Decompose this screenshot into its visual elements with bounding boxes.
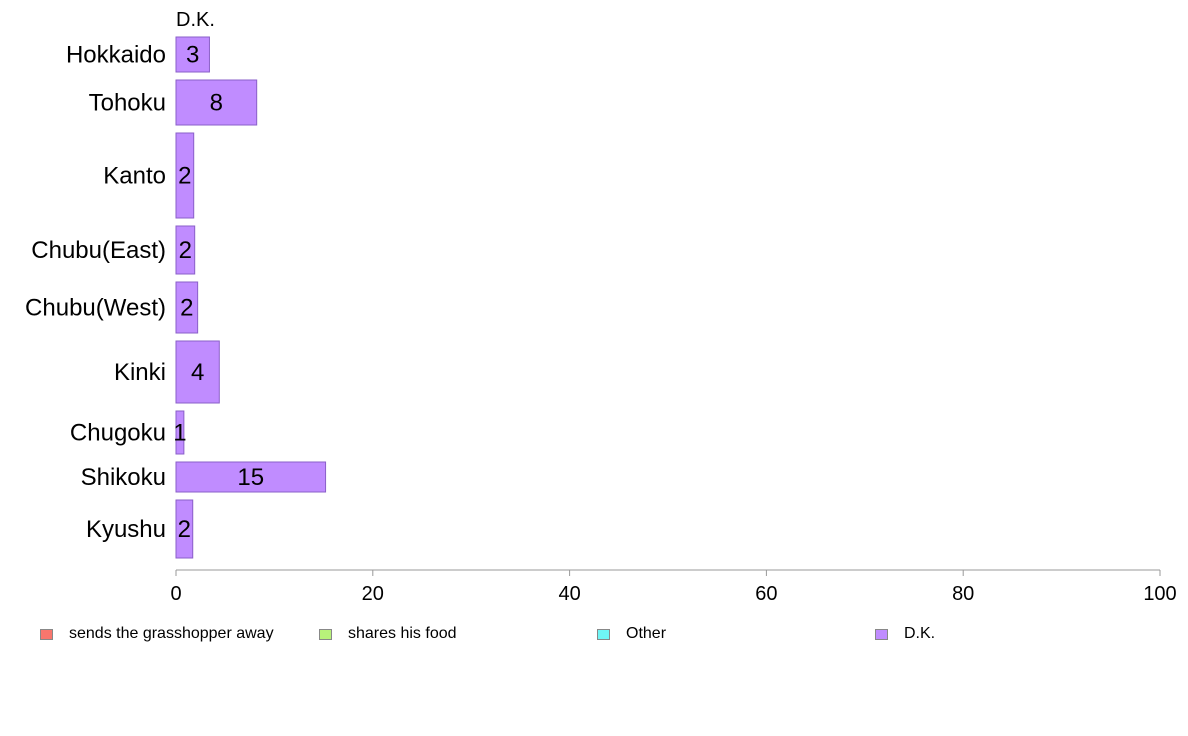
bar-d-k-	[175, 36, 210, 73]
legend-label: D.K.	[904, 625, 936, 642]
category-label: Kinki	[114, 359, 166, 386]
legend-swatch	[319, 628, 332, 640]
data-label: 2	[178, 163, 191, 190]
category-label: Kyushu	[86, 516, 166, 543]
data-label: 1	[173, 420, 186, 447]
bar-d-k-	[175, 132, 195, 219]
data-label: 3	[186, 42, 199, 69]
x-tick-label: 20	[362, 583, 384, 605]
x-tick-label: 40	[558, 583, 580, 605]
category-label: Chubu(West)	[25, 295, 166, 322]
data-label: 2	[180, 295, 193, 322]
legend-swatch	[875, 628, 888, 640]
bar-d-k-	[175, 340, 220, 404]
bar-d-k-	[175, 410, 185, 455]
legend-label: shares his food	[348, 625, 457, 642]
category-label: Chubu(East)	[31, 237, 166, 264]
bar-d-k-	[175, 461, 327, 493]
category-label: Kanto	[103, 163, 166, 190]
bar-d-k-	[175, 225, 196, 275]
bar-d-k-	[175, 79, 258, 126]
legend-swatch	[40, 628, 53, 640]
x-tick-label: 60	[755, 583, 777, 605]
legend-label: sends the grasshopper away	[69, 625, 274, 642]
data-label: 2	[178, 516, 191, 543]
category-label: Shikoku	[81, 464, 166, 491]
x-tick-label: 0	[170, 583, 181, 605]
category-label: Tohoku	[89, 90, 166, 117]
legend-item: D.K.	[875, 624, 935, 644]
legend-item: shares his food	[319, 624, 457, 644]
data-label: 8	[210, 90, 223, 117]
legend-swatch	[597, 628, 610, 640]
legend-item: sends the grasshopper away	[40, 624, 274, 644]
category-label: Hokkaido	[66, 42, 166, 69]
legend-item: Other	[597, 624, 666, 644]
bar-d-k-	[175, 499, 194, 559]
data-label: 4	[191, 359, 204, 386]
legend: sends the grasshopper away shares his foo…	[40, 624, 1140, 644]
legend-label: Other	[626, 625, 667, 642]
x-tick-label: 80	[952, 583, 974, 605]
data-label: 15	[237, 464, 264, 491]
bar-d-k-	[175, 281, 199, 334]
category-label: Chugoku	[70, 420, 166, 447]
header-label: D.K.	[176, 9, 215, 31]
data-label: 2	[179, 237, 192, 264]
x-tick-label: 100	[1143, 583, 1176, 605]
